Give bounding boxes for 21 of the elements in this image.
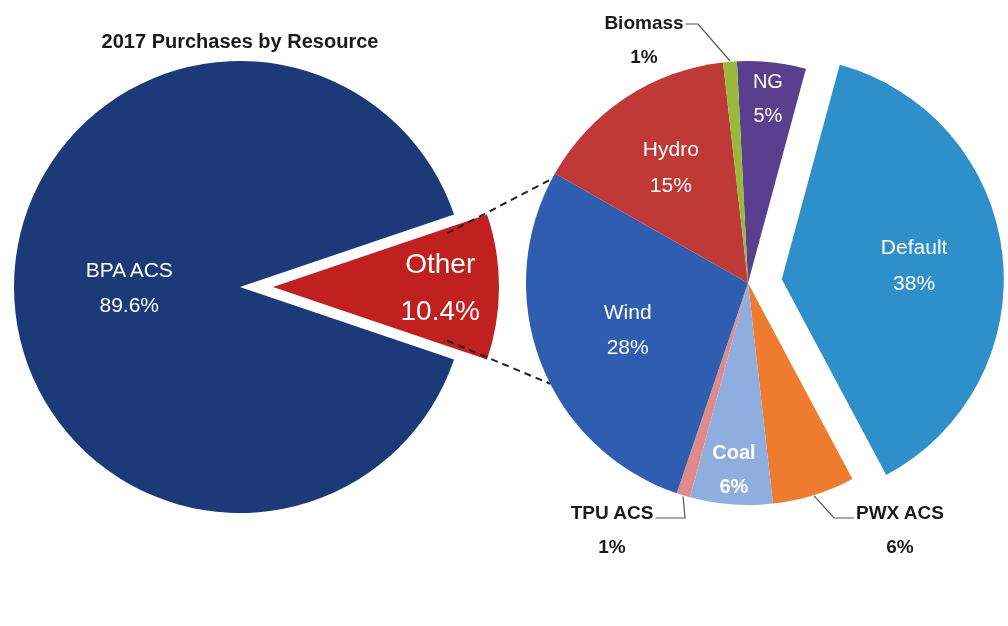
data-label: 15% [649, 172, 692, 196]
chart-title: 2017 Purchases by Resource [101, 30, 379, 52]
data-label: 5% [753, 103, 783, 126]
slice-label: NG [752, 69, 783, 92]
slice-label: Hydro [642, 136, 699, 160]
data-label: 28% [606, 335, 649, 359]
data-label: 1% [630, 45, 658, 67]
slice-label: Biomass [604, 11, 684, 33]
data-label: 6% [719, 474, 749, 497]
slice-label: Other [405, 247, 476, 279]
data-label: 89.6% [99, 293, 160, 317]
slice-label: Coal [712, 440, 756, 463]
data-label: 1% [598, 535, 626, 557]
slice-label: Wind [603, 299, 652, 323]
data-label: 10.4% [400, 295, 480, 327]
data-label: 6% [886, 535, 914, 557]
data-label: 38% [893, 270, 936, 294]
slice-label: TPU ACS [570, 501, 654, 523]
slice-label: BPA ACS [85, 257, 173, 281]
slice-label: Default [880, 234, 948, 258]
slice-label: PWX ACS [856, 501, 944, 523]
